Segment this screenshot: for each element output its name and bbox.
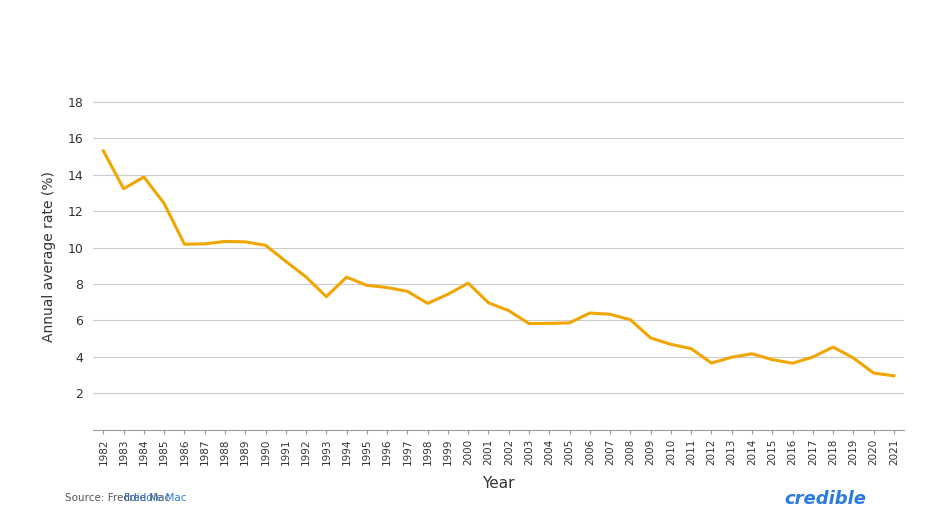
Y-axis label: Annual average rate (%): Annual average rate (%) (43, 171, 57, 342)
X-axis label: Year: Year (483, 476, 514, 492)
Text: credible: credible (785, 490, 867, 508)
Text: Source: Freddie Mac: Source: Freddie Mac (65, 493, 171, 503)
Text: Average 30-year fixed mortgage rates over the past 39 years: Average 30-year fixed mortgage rates ove… (104, 24, 828, 44)
Text: Freddie Mac: Freddie Mac (124, 493, 186, 503)
